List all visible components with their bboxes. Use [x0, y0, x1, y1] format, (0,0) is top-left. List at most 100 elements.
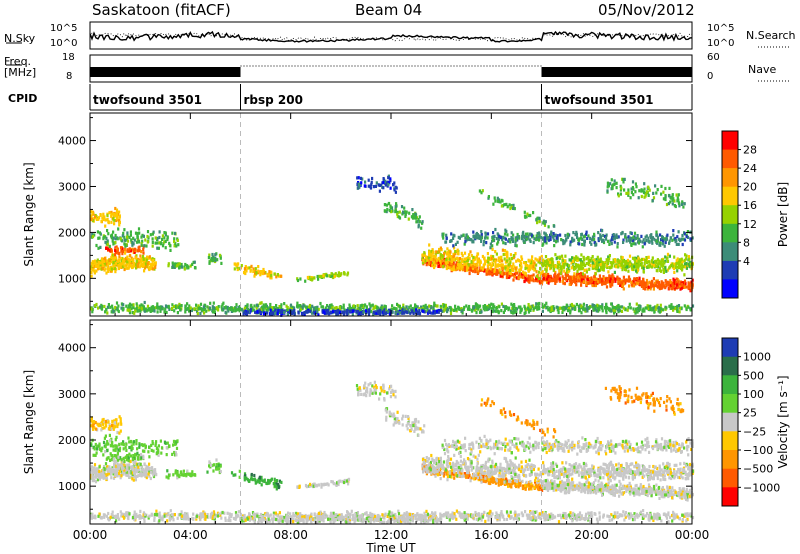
velocity-cell	[96, 478, 99, 482]
power-cell	[266, 311, 269, 315]
power-cell	[665, 235, 668, 239]
power-cell	[303, 311, 306, 315]
velocity-cell	[145, 476, 148, 480]
power-cell	[663, 244, 666, 248]
power-cell	[96, 230, 99, 234]
power-cell	[439, 253, 442, 257]
power-cell	[637, 282, 640, 286]
power-cell	[546, 280, 549, 284]
power-cell	[384, 305, 387, 309]
power-cell	[461, 254, 464, 258]
power-cell	[394, 210, 397, 214]
power-cell	[501, 259, 504, 263]
power-cell	[342, 313, 346, 317]
power-cell	[299, 277, 302, 281]
velocity-cell	[92, 427, 95, 431]
power-cell	[263, 312, 266, 316]
power-cell	[389, 186, 392, 190]
power-cell	[569, 278, 572, 282]
power-cell	[152, 263, 155, 267]
velocity-cell	[119, 463, 122, 467]
power-cell	[95, 269, 98, 273]
power-cell	[510, 265, 513, 269]
power-cell	[494, 262, 497, 266]
power-cell	[492, 306, 495, 310]
power-cell	[500, 204, 503, 208]
power-cell	[674, 236, 677, 241]
power-cell	[680, 286, 683, 290]
power-cell	[494, 199, 497, 203]
power-cell	[387, 176, 390, 180]
power-cell	[454, 252, 457, 256]
power-cell	[115, 267, 118, 271]
power-cell	[680, 263, 683, 267]
power-cell	[128, 308, 131, 312]
power-cell	[438, 247, 441, 252]
power-cell	[97, 264, 100, 268]
power-cell	[585, 283, 588, 287]
power-cell	[554, 233, 557, 237]
power-cell	[677, 230, 680, 234]
power-cell	[519, 305, 522, 309]
power-cell	[681, 200, 684, 204]
power-cell	[243, 267, 247, 271]
power-cell	[609, 266, 612, 270]
power-cell	[511, 311, 515, 315]
power-cell	[622, 238, 625, 242]
power-cell	[468, 256, 471, 261]
power-cell	[408, 305, 411, 309]
power-cell	[158, 241, 161, 245]
velocity-cell	[99, 423, 102, 428]
power-cell	[611, 186, 614, 190]
power-cell	[664, 197, 667, 202]
power-cell	[387, 201, 390, 206]
power-cell	[543, 236, 547, 240]
power-cell	[168, 307, 171, 311]
power-cell	[114, 206, 117, 211]
power-cell	[622, 282, 625, 286]
power-cell	[636, 236, 639, 240]
power-cell	[283, 310, 286, 315]
power-cell	[642, 266, 645, 270]
power-cell	[574, 233, 577, 237]
power-cell	[156, 302, 159, 306]
power-cell	[401, 308, 404, 312]
power-cell	[244, 271, 247, 276]
power-cell	[664, 238, 667, 242]
power-cell	[470, 308, 474, 312]
power-cell	[97, 246, 100, 250]
power-cell	[587, 234, 590, 238]
power-cell	[433, 265, 436, 270]
power-cell	[566, 267, 569, 272]
power-cell	[140, 235, 143, 239]
velocity-cell	[124, 455, 127, 460]
power-cell	[545, 275, 548, 279]
power-cell	[568, 258, 571, 262]
power-cell	[604, 236, 608, 240]
power-cell	[558, 279, 561, 283]
power-cell	[227, 309, 230, 313]
power-cell	[365, 305, 368, 309]
power-cell	[99, 263, 102, 267]
velocity-cell	[144, 467, 147, 471]
power-cell	[532, 304, 535, 308]
power-cell	[684, 253, 687, 257]
power-cell	[158, 230, 161, 234]
power-cell	[593, 281, 596, 285]
velocity-cell	[116, 424, 119, 429]
power-cell	[626, 265, 629, 269]
velocity-cell	[116, 474, 119, 478]
power-cell	[126, 231, 129, 235]
power-cell	[117, 266, 120, 271]
power-cell	[212, 301, 215, 305]
power-cell	[644, 235, 647, 239]
velocity-cell	[116, 457, 119, 461]
power-cell	[340, 272, 343, 276]
power-cell	[205, 309, 208, 313]
power-cell	[531, 267, 534, 271]
velocity-cell	[114, 471, 117, 475]
power-cell	[669, 283, 673, 287]
power-cell	[207, 308, 210, 312]
power-cell	[178, 265, 181, 270]
power-cell	[501, 266, 504, 270]
